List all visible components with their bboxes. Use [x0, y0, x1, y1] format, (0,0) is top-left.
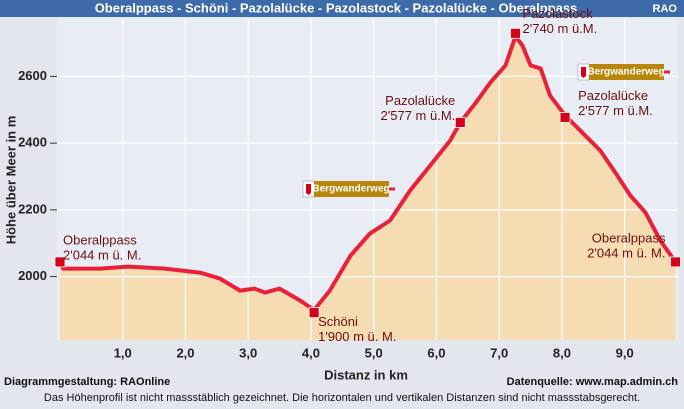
- x-tick-label: 2,0: [176, 345, 194, 360]
- x-tick-label: 3,0: [239, 345, 257, 360]
- marker-elevation: 1'900 m ü. M.: [318, 329, 396, 344]
- profile-line: [58, 34, 678, 312]
- x-tick-label: 6,0: [427, 345, 445, 360]
- marker: [510, 27, 521, 39]
- marker-name: Schöni: [318, 314, 358, 329]
- sign-text: Bergwanderweg: [312, 184, 389, 195]
- marker-elevation: 2'577 m ü.M.: [578, 103, 653, 118]
- sign-board: [314, 181, 389, 197]
- x-tick-label: 1,0: [114, 345, 132, 360]
- x-tick-label: 9,0: [616, 345, 634, 360]
- y-tick-label: 2200: [18, 201, 47, 216]
- marker: [670, 256, 681, 268]
- marker: [54, 256, 66, 268]
- marker-elevation: 2'044 m ü. M.: [63, 247, 141, 262]
- x-tick-label: 4,0: [302, 345, 320, 360]
- x-axis-label: Distanz in km: [324, 367, 408, 382]
- x-tick-label: 8,0: [553, 345, 571, 360]
- sign-board: [589, 64, 664, 80]
- marker-name: Pazolalücke: [385, 93, 455, 108]
- y-tick-label: 2000: [18, 268, 47, 283]
- marker-name: Pazolastock: [523, 6, 594, 21]
- y-axis-label: Höhe über Meer in m: [3, 116, 18, 245]
- x-tick-label: 5,0: [365, 345, 383, 360]
- sign-text: Bergwanderweg: [587, 67, 664, 78]
- marker-name: Pazolalücke: [578, 88, 648, 103]
- marker: [308, 307, 320, 319]
- x-tick-label: 7,0: [490, 345, 508, 360]
- title-bar: [0, 0, 684, 17]
- marker-name: Oberalppass: [63, 232, 137, 247]
- marker-elevation: 2'044 m ü. M.: [587, 245, 665, 260]
- marker: [454, 117, 466, 128]
- marker-name: Oberalppass: [592, 230, 666, 245]
- marker-elevation: 2'577 m ü.M.: [381, 108, 456, 123]
- sign-cross: [581, 67, 586, 78]
- sign-cross: [306, 184, 311, 195]
- marker-elevation: 2'740 m ü.M.: [523, 21, 598, 36]
- footer-right: Datenquelle: www.map.admin.ch: [507, 376, 679, 388]
- chart-title: Oberalppass - Schöni - Pazolalücke - Paz…: [95, 0, 578, 15]
- footnote: Das Höhenprofil ist nicht massstäblich g…: [44, 392, 640, 404]
- marker: [559, 112, 571, 123]
- y-tick-label: 2600: [18, 68, 47, 83]
- area: [60, 36, 676, 341]
- badge: RAO: [653, 3, 678, 15]
- y-tick-label: 2400: [18, 135, 47, 150]
- footer-left: Diagrammgestaltung: RAOnline: [4, 376, 170, 388]
